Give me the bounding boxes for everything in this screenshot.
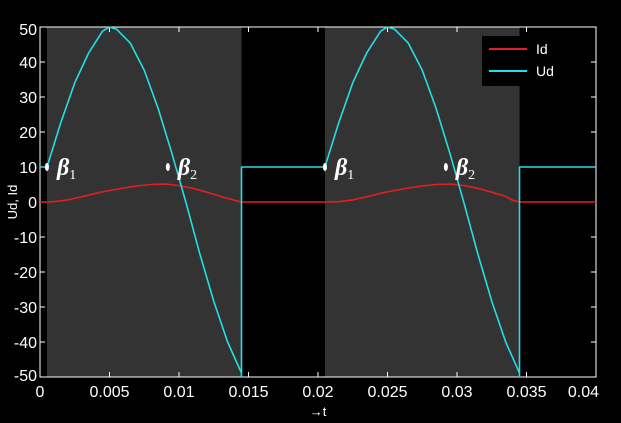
annotation-beta-1: β1: [334, 155, 354, 183]
y-tick-label: -30: [14, 300, 37, 317]
annotation-marker: [322, 163, 327, 171]
annotation-marker: [165, 163, 170, 171]
x-tick-label: 0.015: [228, 384, 268, 401]
y-axis-label: Ud, Id: [5, 185, 20, 220]
annotation-beta-2: β2: [177, 155, 197, 183]
series-line-ud: [40, 26, 596, 378]
shaded-interval-1: [46, 27, 242, 377]
x-tick-label: 0: [36, 384, 45, 401]
x-tick-label: 0.01: [163, 384, 194, 401]
legend-box: [482, 36, 582, 86]
conduction-intervals: [46, 27, 520, 377]
x-tick-label: 0.005: [89, 384, 129, 401]
x-tick-labels: 0 0.005 0.01 0.015 0.02 0.025 0.03 0.035 0.04: [36, 384, 600, 401]
y-tick-label: -10: [14, 230, 37, 247]
y-tick-labels: 50 40 30 20 10 0 -10 -20 -30 -40 -50: [14, 22, 37, 385]
x-axis-label: →t: [310, 404, 327, 419]
y-tick-label: -50: [14, 368, 37, 385]
x-tick-label: 0.025: [367, 384, 407, 401]
annotation-beta-2: β2: [455, 155, 475, 183]
annotation-beta-1: β1: [56, 155, 76, 183]
x-tick-label: 0.03: [441, 384, 472, 401]
annotation-marker: [443, 163, 448, 171]
y-tick-label: 50: [19, 22, 37, 39]
x-tick-label: 0.02: [302, 384, 333, 401]
y-tick-label: 20: [19, 125, 37, 142]
series-lines: [40, 26, 596, 378]
y-tick-label: 30: [19, 90, 37, 107]
x-tick-label: 0.04: [568, 384, 599, 401]
series-line-id: [40, 183, 596, 203]
y-tick-label: -20: [14, 265, 37, 282]
legend-label-id: Id: [536, 41, 548, 57]
y-tick-label: 10: [19, 160, 37, 177]
annotation-marker: [44, 163, 49, 171]
y-tick-label: 0: [28, 195, 37, 212]
x-tick-label: 0.035: [506, 384, 546, 401]
legend: Id Ud: [482, 36, 582, 86]
legend-label-ud: Ud: [536, 63, 554, 79]
y-tick-label: 40: [19, 55, 37, 72]
y-tick-label: -40: [14, 335, 37, 352]
beta-annotations: β1 β2 β1 β2: [44, 155, 475, 183]
